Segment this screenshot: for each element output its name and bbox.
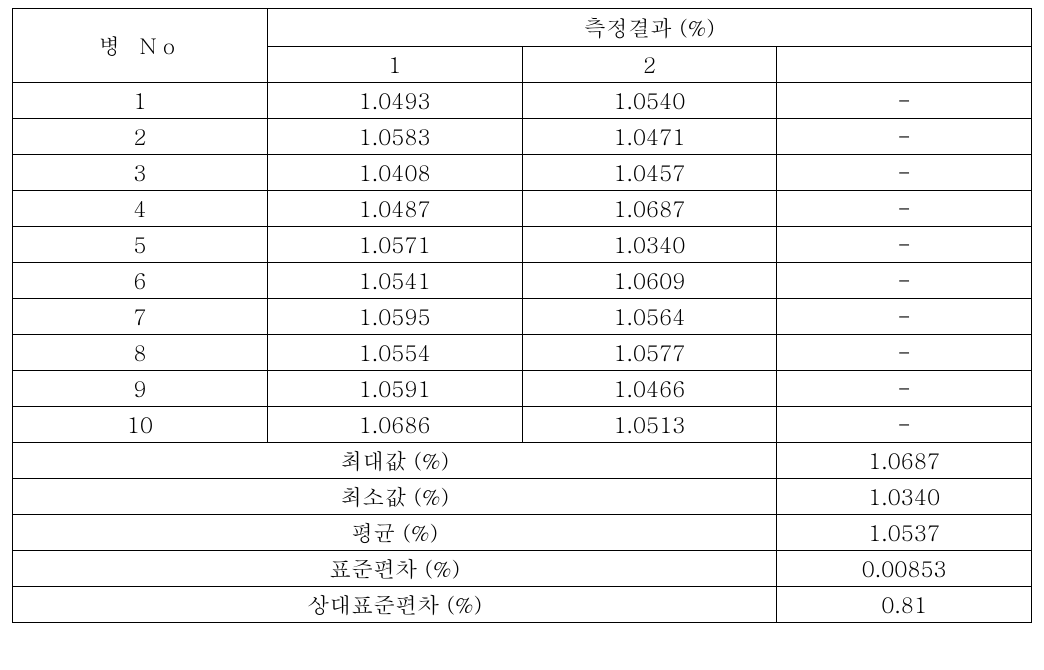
summary-value-max: 1.0687 bbox=[777, 443, 1032, 479]
summary-label-max: 최대값 (%) bbox=[13, 443, 777, 479]
header-sub-2: 2 bbox=[522, 47, 777, 83]
cell-no: 2 bbox=[13, 119, 268, 155]
cell-c3: - bbox=[777, 299, 1032, 335]
summary-label-mean: 평균 (%) bbox=[13, 515, 777, 551]
cell-c1: 1.0591 bbox=[267, 371, 522, 407]
table-row: 1 1.0493 1.0540 - bbox=[13, 83, 1032, 119]
header-result-title: 측정결과 (%) bbox=[267, 9, 1031, 47]
table-row: 6 1.0541 1.0609 - bbox=[13, 263, 1032, 299]
table-row: 7 1.0595 1.0564 - bbox=[13, 299, 1032, 335]
table-row: 2 1.0583 1.0471 - bbox=[13, 119, 1032, 155]
cell-c1: 1.0583 bbox=[267, 119, 522, 155]
cell-c2: 1.0340 bbox=[522, 227, 777, 263]
cell-c2: 1.0609 bbox=[522, 263, 777, 299]
table-row: 3 1.0408 1.0457 - bbox=[13, 155, 1032, 191]
summary-row-rsd: 상대표준편차 (%) 0.81 bbox=[13, 587, 1032, 623]
summary-value-min: 1.0340 bbox=[777, 479, 1032, 515]
cell-c2: 1.0540 bbox=[522, 83, 777, 119]
summary-row-min: 최소값 (%) 1.0340 bbox=[13, 479, 1032, 515]
cell-c3: - bbox=[777, 119, 1032, 155]
header-bottle-no: 병 No bbox=[13, 9, 268, 83]
cell-c2: 1.0577 bbox=[522, 335, 777, 371]
cell-c1: 1.0493 bbox=[267, 83, 522, 119]
cell-no: 4 bbox=[13, 191, 268, 227]
cell-c3: - bbox=[777, 263, 1032, 299]
table-row: 9 1.0591 1.0466 - bbox=[13, 371, 1032, 407]
cell-c3: - bbox=[777, 335, 1032, 371]
cell-c2: 1.0687 bbox=[522, 191, 777, 227]
summary-label-std: 표준편차 (%) bbox=[13, 551, 777, 587]
measurement-table: 병 No 측정결과 (%) 1 2 1 1.0493 1.0540 - 2 1.… bbox=[12, 8, 1032, 623]
table-row: 4 1.0487 1.0687 - bbox=[13, 191, 1032, 227]
cell-c3: - bbox=[777, 407, 1032, 443]
table-row: 10 1.0686 1.0513 - bbox=[13, 407, 1032, 443]
summary-row-std: 표준편차 (%) 0.00853 bbox=[13, 551, 1032, 587]
cell-c3: - bbox=[777, 83, 1032, 119]
cell-c2: 1.0564 bbox=[522, 299, 777, 335]
summary-row-max: 최대값 (%) 1.0687 bbox=[13, 443, 1032, 479]
table-header: 병 No 측정결과 (%) 1 2 bbox=[13, 9, 1032, 83]
cell-c1: 1.0554 bbox=[267, 335, 522, 371]
table-body: 1 1.0493 1.0540 - 2 1.0583 1.0471 - 3 1.… bbox=[13, 83, 1032, 623]
summary-value-mean: 1.0537 bbox=[777, 515, 1032, 551]
cell-c1: 1.0571 bbox=[267, 227, 522, 263]
summary-value-rsd: 0.81 bbox=[777, 587, 1032, 623]
summary-value-std: 0.00853 bbox=[777, 551, 1032, 587]
cell-c1: 1.0541 bbox=[267, 263, 522, 299]
cell-no: 6 bbox=[13, 263, 268, 299]
cell-c3: - bbox=[777, 227, 1032, 263]
cell-c1: 1.0686 bbox=[267, 407, 522, 443]
table-row: 5 1.0571 1.0340 - bbox=[13, 227, 1032, 263]
cell-c1: 1.0595 bbox=[267, 299, 522, 335]
cell-no: 3 bbox=[13, 155, 268, 191]
cell-no: 9 bbox=[13, 371, 268, 407]
cell-c1: 1.0408 bbox=[267, 155, 522, 191]
header-sub-3 bbox=[777, 47, 1032, 83]
header-sub-1: 1 bbox=[267, 47, 522, 83]
summary-row-mean: 평균 (%) 1.0537 bbox=[13, 515, 1032, 551]
cell-c3: - bbox=[777, 191, 1032, 227]
cell-no: 8 bbox=[13, 335, 268, 371]
cell-c2: 1.0457 bbox=[522, 155, 777, 191]
cell-c2: 1.0471 bbox=[522, 119, 777, 155]
summary-label-rsd: 상대표준편차 (%) bbox=[13, 587, 777, 623]
cell-c3: - bbox=[777, 371, 1032, 407]
cell-c1: 1.0487 bbox=[267, 191, 522, 227]
summary-label-min: 최소값 (%) bbox=[13, 479, 777, 515]
cell-no: 7 bbox=[13, 299, 268, 335]
cell-no: 5 bbox=[13, 227, 268, 263]
cell-no: 10 bbox=[13, 407, 268, 443]
cell-c2: 1.0513 bbox=[522, 407, 777, 443]
cell-c3: - bbox=[777, 155, 1032, 191]
table-row: 8 1.0554 1.0577 - bbox=[13, 335, 1032, 371]
cell-c2: 1.0466 bbox=[522, 371, 777, 407]
cell-no: 1 bbox=[13, 83, 268, 119]
